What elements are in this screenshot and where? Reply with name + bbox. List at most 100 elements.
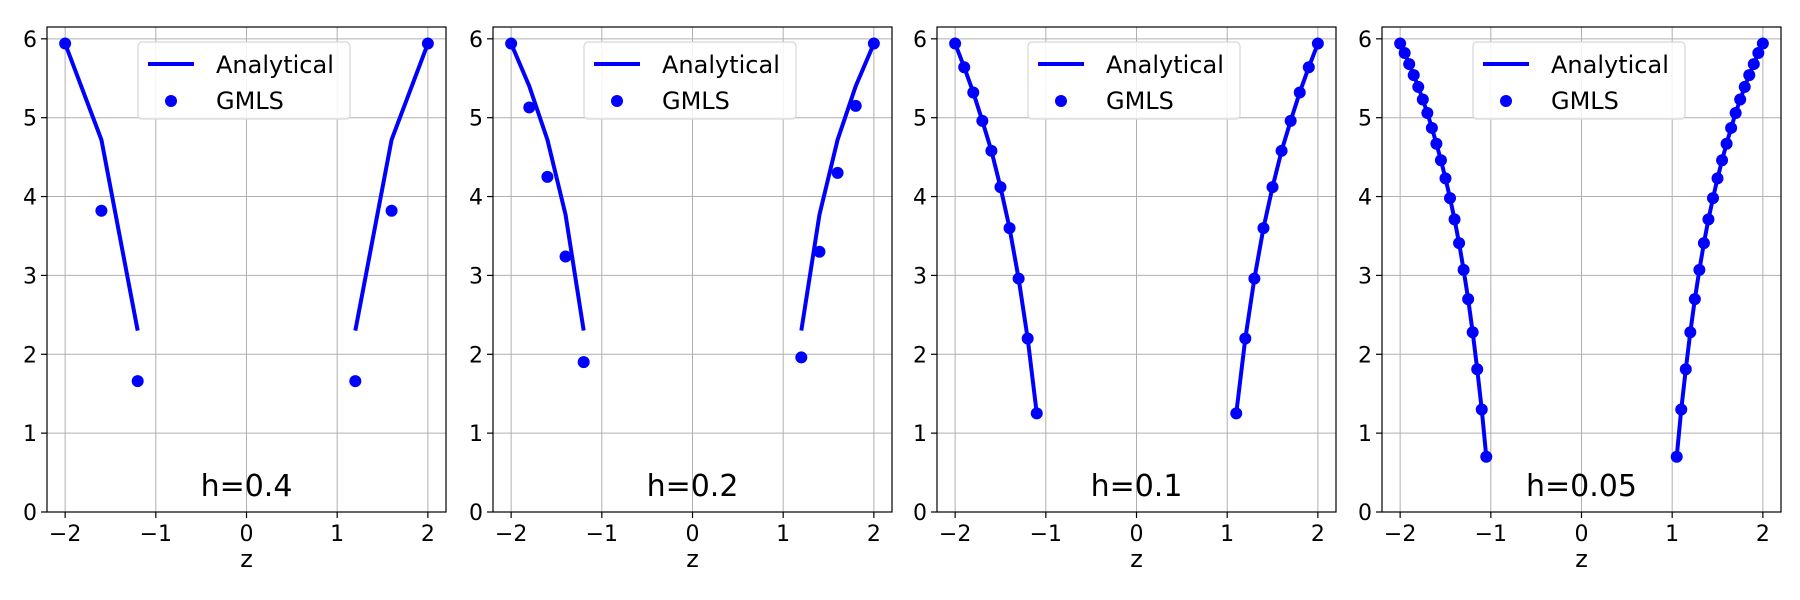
gmls-point <box>1311 37 1324 50</box>
gmls-point <box>985 144 998 157</box>
gmls-point <box>559 250 572 263</box>
legend-label-gmls: GMLS <box>216 87 284 115</box>
gmls-point <box>349 375 362 388</box>
gmls-point <box>1453 237 1466 250</box>
gmls-point <box>1425 121 1438 134</box>
y-tick-label: 3 <box>23 264 37 289</box>
h-annotation: h=0.1 <box>1091 469 1183 504</box>
legend: Analytical GMLS <box>583 41 797 120</box>
y-tick-label: 6 <box>1358 28 1372 53</box>
h-annotation: h=0.2 <box>647 469 739 504</box>
y-tick-label: 5 <box>1358 107 1372 132</box>
gmls-point <box>1421 106 1434 119</box>
x-tick-label: 0 <box>240 522 254 547</box>
gmls-point <box>1752 47 1765 60</box>
gmls-point <box>1284 114 1297 127</box>
x-axis-label: z <box>1575 545 1588 573</box>
y-tick-label: 2 <box>1358 343 1372 368</box>
y-tick-label: 3 <box>1358 264 1372 289</box>
gmls-point <box>1230 407 1243 420</box>
gmls-point <box>1398 47 1411 60</box>
y-tick-label: 4 <box>469 186 483 211</box>
legend-label-gmls: GMLS <box>1551 87 1619 115</box>
y-tick-label: 6 <box>913 28 927 53</box>
gmls-point <box>1030 407 1043 420</box>
gmls-point <box>867 37 880 50</box>
gmls-point <box>1239 332 1252 345</box>
y-tick-label: 3 <box>469 264 483 289</box>
gmls-point <box>976 114 989 127</box>
legend-marker-swatch <box>611 95 623 107</box>
analytical-line <box>353 42 430 331</box>
gmls-point <box>1480 450 1493 463</box>
plot-frame <box>492 26 893 513</box>
gmls-point <box>1679 363 1692 376</box>
gmls-point <box>1302 61 1315 74</box>
gmls-point <box>577 356 590 369</box>
panel-2: −2 −1 0 1 2 0 1 2 3 4 5 6 z h=0.2 Analytical GMLS <box>469 26 893 573</box>
y-tick-label: 2 <box>23 343 37 368</box>
gmls-point <box>505 37 518 50</box>
y-tick-label: 0 <box>913 501 927 526</box>
gmls-point <box>1003 222 1016 235</box>
gmls-point <box>958 61 971 74</box>
legend: Analytical GMLS <box>137 41 351 120</box>
gmls-point <box>1466 326 1479 339</box>
legend: Analytical GMLS <box>1027 41 1241 120</box>
y-tick-label: 6 <box>469 28 483 53</box>
gmls-point <box>1412 80 1425 93</box>
y-tick-label: 4 <box>913 186 927 211</box>
plot-frame <box>936 26 1337 513</box>
x-axis-label: z <box>686 545 699 573</box>
gmls-point <box>994 181 1007 194</box>
x-tick-label: 2 <box>1756 522 1770 547</box>
x-tick-label: 2 <box>867 522 881 547</box>
x-tick-label: −1 <box>1475 522 1507 547</box>
legend-marker-swatch <box>1055 95 1067 107</box>
gmls-point <box>967 86 980 99</box>
x-tick-label: 0 <box>1130 522 1144 547</box>
y-tick-label: 3 <box>913 264 927 289</box>
legend-label-analytical: Analytical <box>1106 51 1224 79</box>
gmls-point <box>1725 121 1738 134</box>
analytical-line <box>509 42 586 331</box>
gmls-point <box>1444 192 1457 205</box>
gmls-point <box>1394 37 1407 50</box>
y-tick-label: 2 <box>469 343 483 368</box>
y-tick-label: 1 <box>913 422 927 447</box>
gmls-point <box>1716 154 1729 167</box>
h-annotation: h=0.05 <box>1526 469 1637 504</box>
x-tick-label: −1 <box>1030 522 1062 547</box>
legend-marker-swatch <box>165 95 177 107</box>
gmls-point <box>1248 272 1261 285</box>
gmls-point <box>795 351 808 364</box>
x-tick-label: −1 <box>140 522 172 547</box>
gmls-point <box>1416 93 1429 106</box>
gmls-point <box>1293 86 1306 99</box>
legend-label-analytical: Analytical <box>1551 51 1669 79</box>
gmls-point <box>95 204 108 217</box>
y-tick-label: 5 <box>469 107 483 132</box>
x-tick-label: 0 <box>686 522 700 547</box>
gmls-point <box>1403 58 1416 71</box>
gmls-point <box>1457 263 1470 276</box>
legend-label-gmls: GMLS <box>662 87 730 115</box>
gmls-point <box>831 166 844 179</box>
y-tick-label: 1 <box>1358 422 1372 447</box>
x-tick-label: 1 <box>1220 522 1234 547</box>
legend-box <box>137 41 351 120</box>
gmls-point <box>1706 192 1719 205</box>
panel-4: −2 −1 0 1 2 0 1 2 3 4 5 6 z h=0.05 Analytical GMLS <box>1358 26 1782 573</box>
x-axis-label: z <box>240 545 253 573</box>
panel-1: −2 −1 0 1 2 0 1 2 3 4 5 6 z h=0.4 Analytical GMLS <box>23 26 447 573</box>
gmls-point <box>1734 93 1747 106</box>
gmls-point <box>1720 137 1733 150</box>
gmls-point <box>1462 293 1475 306</box>
gmls-point <box>1738 80 1751 93</box>
gmls-point <box>1711 172 1724 185</box>
analytical-line <box>799 42 876 331</box>
gmls-point <box>1702 213 1715 226</box>
plot-frame <box>1381 26 1782 513</box>
x-tick-label: −2 <box>49 522 81 547</box>
gmls-point <box>1684 326 1697 339</box>
